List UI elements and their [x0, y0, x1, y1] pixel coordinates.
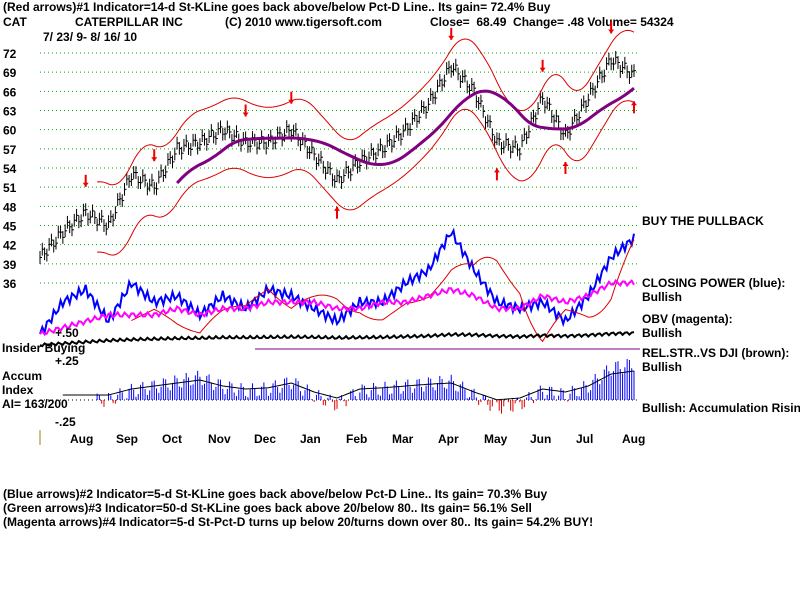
- y-tick-label: 51: [3, 181, 17, 195]
- x-tick-label: Mar: [392, 432, 414, 446]
- red-arrow-head: [608, 29, 615, 34]
- x-tick-label: Apr: [438, 432, 459, 446]
- obv-label: OBV (magenta):: [642, 312, 733, 326]
- x-tick-label: Sep: [116, 432, 138, 446]
- obv-status: Bullish: [642, 326, 683, 340]
- x-tick-label: Oct: [162, 432, 182, 446]
- x-tick-label: Jun: [530, 432, 551, 446]
- y-tick-label: 54: [3, 162, 17, 176]
- indicator-2-text: (Blue arrows)#2 Indicator=5-d St-KLine g…: [3, 487, 548, 501]
- y-tick-label: 36: [3, 277, 17, 291]
- red-arrow-head: [448, 35, 455, 40]
- closing-power-status: Bullish: [642, 290, 683, 304]
- indicator-3-text: (Green arrows)#3 Indicator=50-d St-KLine…: [3, 501, 532, 515]
- plus25-label: +.25: [55, 354, 79, 368]
- x-tick-label: Aug: [70, 432, 93, 446]
- index-label: Index: [2, 383, 34, 397]
- rel-strength-line: [39, 331, 635, 348]
- x-tick-label: Jan: [300, 432, 321, 446]
- relstr-status: Bullish: [642, 360, 683, 374]
- relstr-label: REL.STR..VS DJI (brown):: [642, 346, 790, 360]
- ai-label: AI= 163/200: [2, 397, 68, 411]
- y-tick-label: 39: [3, 258, 17, 272]
- x-tick-label: Nov: [208, 432, 231, 446]
- company-name: CATERPILLAR INC: [75, 15, 183, 29]
- y-tick-label: 42: [3, 239, 17, 253]
- date-range: 7/ 23/ 9- 8/ 16/ 10: [43, 30, 138, 44]
- y-tick-label: 72: [3, 47, 17, 61]
- y-tick-label: 66: [3, 85, 17, 99]
- red-arrow-head: [631, 101, 637, 106]
- accum-ma: [62, 370, 635, 401]
- indicator-1-text: (Red arrows)#1 Indicator=14-d St-KLine g…: [3, 0, 551, 14]
- red-arrow-head: [562, 162, 569, 166]
- moving-average: [176, 87, 635, 185]
- red-arrow-head: [539, 67, 546, 72]
- red-arrow-head: [493, 168, 500, 173]
- red-arrow-head: [334, 206, 340, 211]
- ticker: CAT: [3, 15, 27, 29]
- plus50-label: +.50: [55, 326, 79, 340]
- y-tick-label: 48: [3, 200, 17, 214]
- y-tick-label: 69: [3, 66, 17, 80]
- x-tick-label: Jul: [576, 432, 593, 446]
- x-tick-label: Aug: [622, 432, 645, 446]
- insider-buying-label: Insider Buying: [2, 341, 86, 355]
- x-tick-label: May: [484, 432, 508, 446]
- upper-band: [97, 29, 635, 186]
- accum-status: Bullish: Accumulation Rising: [642, 401, 800, 415]
- closing-power-label: CLOSING POWER (blue):: [642, 276, 786, 290]
- closing-power-line: [39, 227, 635, 337]
- red-arrow-head: [82, 182, 89, 187]
- minus25-label: -.25: [55, 415, 76, 429]
- y-tick-label: 45: [3, 220, 17, 234]
- x-tick-label: Feb: [346, 432, 367, 446]
- y-tick-label: 63: [3, 105, 17, 119]
- closing-power-ma: [131, 239, 635, 343]
- obv-line: [39, 278, 635, 336]
- indicator-4-text: (Magenta arrows)#4 Indicator=5-d St-Pct-…: [3, 515, 594, 529]
- y-tick-label: 57: [3, 143, 17, 157]
- accum-label: Accum: [2, 369, 43, 383]
- y-tick-label: 60: [3, 124, 17, 138]
- buy-pullback-label: BUY THE PULLBACK: [642, 214, 764, 228]
- red-arrow-head: [288, 99, 295, 104]
- copyright: (C) 2010 www.tigersoft.com: [225, 15, 382, 29]
- lower-band: [97, 100, 635, 256]
- x-tick-label: Dec: [254, 432, 276, 446]
- red-arrow-head: [151, 157, 158, 162]
- red-arrow-head: [242, 112, 249, 117]
